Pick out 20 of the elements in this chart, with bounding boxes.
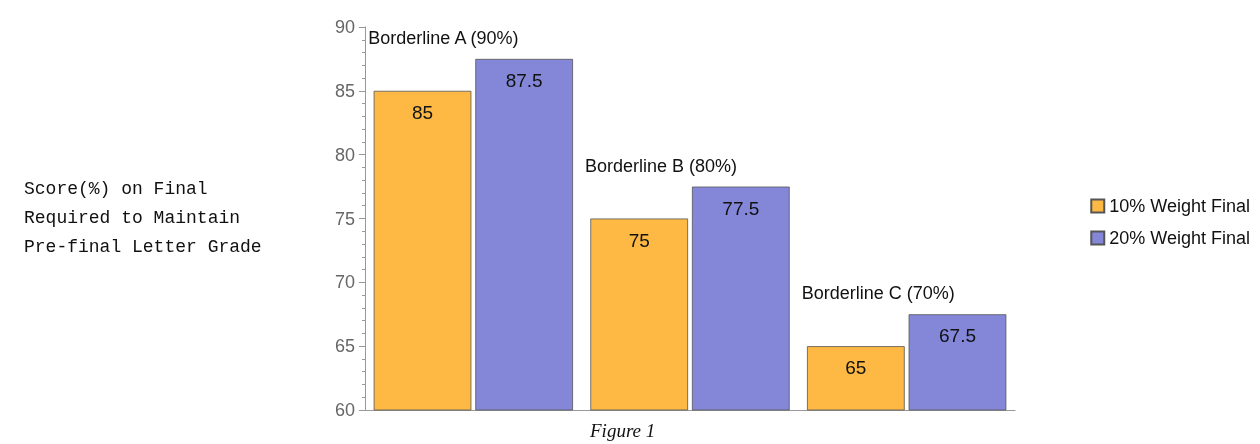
y-tick-label: 85: [334, 80, 355, 101]
x-tick-label: Borderline A (90%): [368, 27, 519, 48]
x-tick-label: Borderline C (70%): [801, 283, 955, 304]
y-tick-label: 75: [334, 208, 355, 229]
y-tick-label: 60: [334, 400, 355, 420]
y-tick-label: 90: [334, 17, 355, 37]
legend-label: 10% Weight Final: [1109, 196, 1251, 216]
caption: Figure 1: [589, 420, 656, 441]
x-tick-label: Borderline B (80%): [585, 155, 738, 176]
data-label: 67.5: [938, 325, 976, 347]
data-label: 85: [411, 101, 434, 123]
legend-label: 20% Weight Final: [1109, 228, 1251, 248]
data-label: 77.5: [722, 197, 760, 219]
y-axis-title: Score(%) on Final Required to Maintain Pre-final Letter Grade: [24, 178, 262, 257]
y-tick-label: 65: [334, 336, 355, 357]
data-label: 65: [845, 357, 867, 379]
data-label: 87.5: [505, 69, 543, 91]
y-tick-label: 70: [334, 272, 355, 293]
y-tick-label: 80: [334, 144, 355, 165]
data-label: 75: [628, 229, 650, 251]
